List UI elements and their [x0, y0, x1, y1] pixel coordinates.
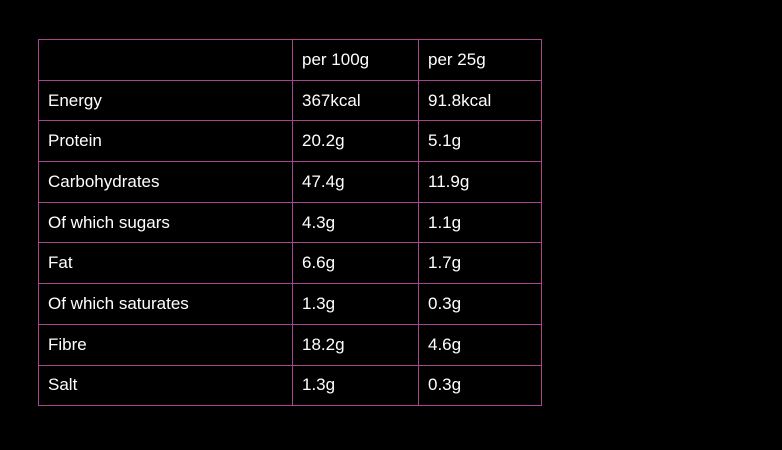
table-row: Carbohydrates 47.4g 11.9g — [38, 161, 542, 203]
nutrient-value: 1.1g — [418, 201, 542, 244]
nutrient-value: 1.7g — [418, 242, 542, 285]
table-row: Fibre 18.2g 4.6g — [38, 323, 542, 366]
header-row: per 100g per 25g — [38, 39, 542, 81]
nutrient-name: Energy — [38, 79, 293, 122]
table-row: Fat 6.6g 1.7g — [38, 242, 542, 285]
header-cell: per 100g — [292, 39, 419, 81]
nutrient-value: 4.3g — [292, 201, 419, 244]
header-cell: per 25g — [418, 39, 542, 81]
nutrition-table: per 100g per 25g Energy 367kcal 91.8kcal Pr… — [38, 39, 542, 407]
nutrient-name: Of which sugars — [38, 201, 293, 244]
table-body: per 100g per 25g Energy 367kcal 91.8kcal Pr… — [38, 39, 542, 407]
nutrient-name: Protein — [38, 120, 293, 163]
empty-cell — [38, 39, 293, 81]
nutrient-value: 1.3g — [292, 283, 419, 325]
nutrient-value: 18.2g — [292, 323, 419, 366]
table-row: Protein 20.2g 5.1g — [38, 120, 542, 163]
table-row: Energy 367kcal 91.8kcal — [38, 79, 542, 122]
nutrient-value: 0.3g — [418, 364, 542, 407]
nutrient-name: Carbohydrates — [38, 161, 293, 203]
table-row: Salt 1.3g 0.3g — [38, 364, 542, 407]
nutrient-value: 5.1g — [418, 120, 542, 163]
nutrient-value: 0.3g — [418, 283, 542, 325]
table-row: Of which saturates 1.3g 0.3g — [38, 283, 542, 325]
nutrient-value: 20.2g — [292, 120, 419, 163]
nutrient-name: Salt — [38, 364, 293, 407]
nutrient-value: 11.9g — [418, 161, 542, 203]
nutrient-value: 6.6g — [292, 242, 419, 285]
nutrient-name: Of which saturates — [38, 283, 293, 325]
table-row: Of which sugars 4.3g 1.1g — [38, 201, 542, 244]
nutrient-value: 4.6g — [418, 323, 542, 366]
nutrient-name: Fat — [38, 242, 293, 285]
nutrient-name: Fibre — [38, 323, 293, 366]
nutrient-value: 1.3g — [292, 364, 419, 407]
nutrient-value: 367kcal — [292, 79, 419, 122]
nutrient-value: 91.8kcal — [418, 79, 542, 122]
nutrient-value: 47.4g — [292, 161, 419, 203]
